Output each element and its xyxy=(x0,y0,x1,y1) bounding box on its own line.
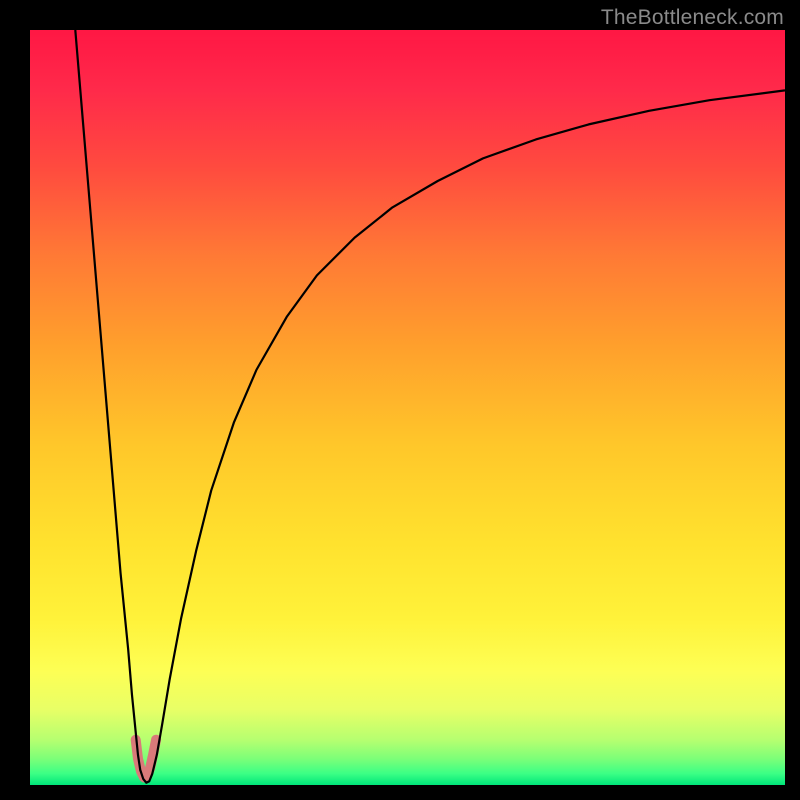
chart-frame: TheBottleneck.com xyxy=(0,0,800,800)
plot-area xyxy=(30,30,785,785)
curve-layer xyxy=(30,30,785,785)
bottleneck-curve xyxy=(75,30,785,783)
watermark-text: TheBottleneck.com xyxy=(601,6,784,30)
